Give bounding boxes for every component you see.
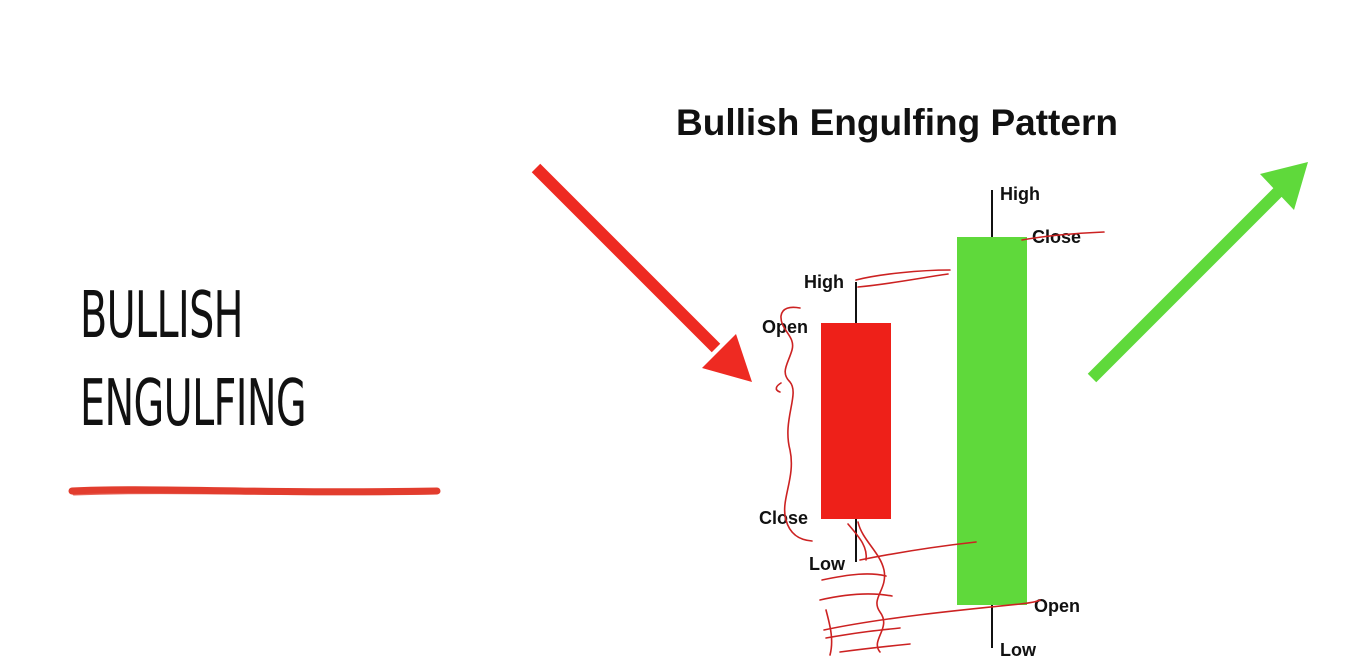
bullish-open-label: Open [1034,596,1080,616]
bearish-low-label: Low [809,554,846,574]
title-underline [68,486,441,496]
bullish-candle [957,190,1027,648]
slide-title-line1: BULLISH [80,279,243,353]
bearish-open-label: Open [762,317,808,337]
up-arrow-icon [1087,162,1308,383]
bearish-candle [821,282,891,562]
bullish-high-label: High [1000,184,1040,204]
bearish-high-label: High [804,272,844,292]
handwritten-annotations [775,231,1105,656]
slide-title-line2: ENGULFING [80,367,307,441]
bearish-candle-body [821,323,891,519]
bullish-candle-body [957,237,1027,605]
bearish-close-label: Close [759,508,808,528]
title-underline-stroke2 [72,491,438,496]
bullish-close-label: Close [1032,227,1081,247]
diagram-title: Bullish Engulfing Pattern [676,102,1118,143]
bullish-low-label: Low [1000,640,1037,659]
down-arrow-icon [531,163,752,382]
slide-title: BULLISH ENGULFING [80,272,307,448]
